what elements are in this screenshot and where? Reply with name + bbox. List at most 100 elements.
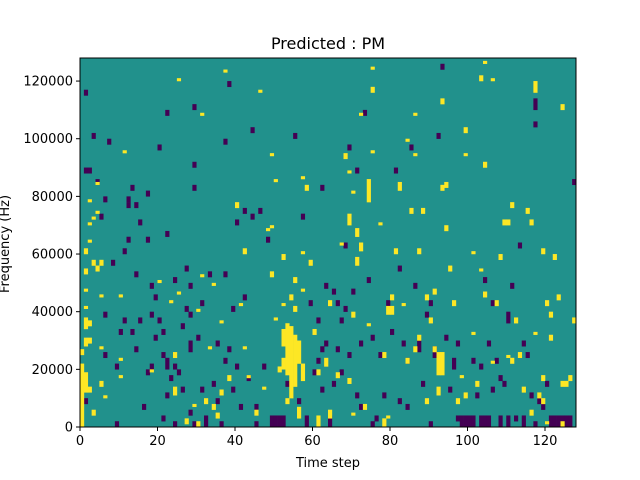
heatmap-cell-low (134, 271, 139, 278)
heatmap-cell-high (490, 78, 495, 82)
heatmap-cell-high (297, 406, 302, 419)
heatmap-cell-high (173, 386, 178, 396)
heatmap-cell-high (382, 418, 387, 428)
heatmap-cell-high (91, 216, 96, 220)
heatmap-cell-high (359, 242, 364, 252)
y-tick-label: 120000 (23, 75, 73, 90)
heatmap-cell-high (545, 300, 550, 307)
heatmap-cell-high (471, 331, 476, 335)
heatmap-cell-high (506, 219, 511, 226)
heatmap-cell-low (525, 352, 530, 359)
heatmap-cell-low (231, 305, 236, 312)
heatmap-cell-low (138, 219, 143, 226)
heatmap-cell-high (324, 357, 329, 367)
heatmap-cell-low (165, 392, 170, 399)
heatmap-cell-high (293, 277, 298, 284)
heatmap-cell-low (266, 236, 271, 243)
heatmap-cell-high (91, 409, 96, 416)
heatmap-cell-high (262, 386, 267, 390)
heatmap-cell-low (254, 403, 259, 410)
heatmap-cell-high (297, 340, 302, 364)
heatmap-cell-low (134, 346, 139, 353)
heatmap-cell-high (440, 98, 445, 105)
heatmap-cell-low (335, 346, 340, 353)
heatmap-cell-high (529, 409, 534, 416)
heatmap-cell-high (413, 346, 418, 353)
heatmap-background (80, 58, 576, 427)
heatmap-cell-high (300, 288, 306, 292)
heatmap-cell-low (165, 109, 170, 116)
heatmap-cell-low (370, 334, 375, 341)
x-tick-label: 20 (149, 434, 166, 449)
heatmap-cell-high (169, 300, 174, 304)
heatmap-cell-high (417, 248, 422, 255)
heatmap-cell-high (149, 369, 154, 373)
x-tick-label: 100 (455, 434, 480, 449)
heatmap-cell-low (111, 259, 116, 266)
heatmap-cell-low (231, 386, 236, 393)
heatmap-cell-low (370, 421, 375, 428)
heatmap-cell-high (560, 380, 565, 387)
heatmap-cell-high (494, 300, 499, 307)
heatmap-cell-high (254, 409, 259, 416)
heatmap-cell-high (440, 352, 445, 376)
heatmap-cell-high (351, 190, 356, 194)
heatmap-cell-low (552, 415, 557, 428)
y-tick-label: 20000 (32, 363, 73, 378)
heatmap-cells (80, 60, 577, 428)
heatmap-cell-high (545, 421, 550, 425)
x-tick-label: 0 (76, 434, 84, 449)
heatmap-cell-low (250, 213, 255, 220)
heatmap-cell-high (510, 357, 515, 364)
heatmap-cell-high (572, 317, 577, 324)
heatmap-cell-low (471, 415, 476, 428)
heatmap-cell-low (436, 132, 441, 139)
heatmap-cell-low (262, 363, 267, 370)
heatmap-cell-high (281, 328, 286, 347)
heatmap-cell-high (560, 421, 565, 428)
heatmap-cell-high (258, 89, 263, 93)
heatmap-cell-high (99, 380, 104, 387)
heatmap-cell-low (483, 277, 488, 284)
heatmap-cell-low (114, 421, 120, 428)
chart-title: Predicted : PM (271, 34, 385, 53)
heatmap-cell-high (510, 202, 515, 209)
heatmap-cell-high (386, 305, 391, 315)
heatmap-cell-high (281, 357, 286, 370)
heatmap-cell-high (459, 375, 464, 379)
heatmap-cell-high (428, 317, 433, 324)
heatmap-cell-low (409, 144, 414, 151)
heatmap-cell-low (149, 311, 154, 318)
heatmap-cell-low (227, 81, 232, 88)
heatmap-cell-low (273, 415, 278, 428)
heatmap-cell-low (173, 421, 178, 428)
heatmap-cell-high (335, 372, 340, 379)
heatmap-cell-low (192, 421, 197, 428)
heatmap-cell-low (568, 415, 573, 428)
heatmap-cell-low (362, 109, 368, 116)
x-tick-label: 60 (304, 434, 321, 449)
heatmap-cell-low (374, 415, 379, 422)
heatmap-cell-low (537, 398, 542, 405)
heatmap-cell-low (490, 300, 495, 307)
heatmap-cell-low (103, 196, 108, 203)
heatmap-cell-low (548, 415, 554, 428)
heatmap-cell-high (95, 181, 100, 186)
heatmap-cell-low (277, 415, 282, 428)
heatmap-cell-low (428, 421, 433, 428)
y-tick-label: 40000 (32, 305, 73, 320)
heatmap-cell-high (347, 170, 352, 174)
heatmap-cell-high (417, 334, 422, 341)
heatmap-cell-low (285, 380, 290, 387)
heatmap-cell-high (215, 412, 220, 419)
x-axis-ticks: 0 20 40 60 80 100 120 (76, 427, 557, 449)
heatmap-cell-low (153, 334, 158, 341)
heatmap-cell-low (347, 144, 352, 151)
heatmap-cell-low (269, 415, 275, 428)
heatmap-cell-low (211, 380, 216, 387)
heatmap-cell-low (227, 346, 232, 353)
heatmap-cell-low (320, 386, 325, 393)
heatmap-cell-high (370, 66, 375, 70)
heatmap-cell-high (300, 363, 306, 382)
y-tick-label: 80000 (32, 190, 73, 205)
